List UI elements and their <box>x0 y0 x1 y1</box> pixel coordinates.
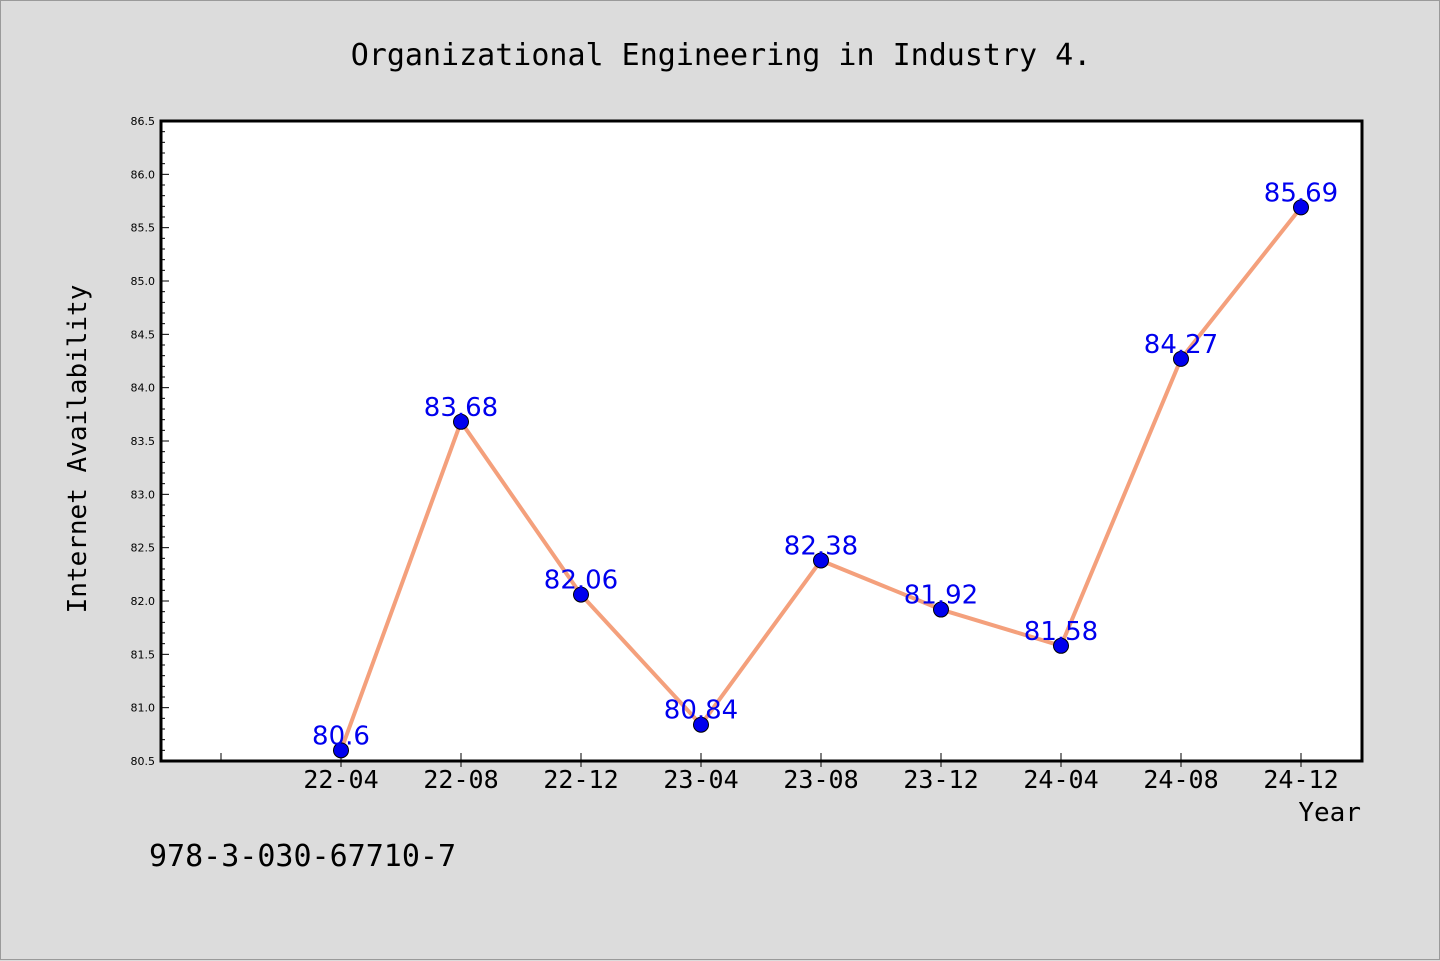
y-tick-label: 84.0 <box>131 382 156 395</box>
y-tick-label: 86.5 <box>131 115 156 128</box>
x-tick-label: 24-08 <box>1143 765 1218 794</box>
y-tick-label: 82.0 <box>131 595 156 608</box>
y-tick-label: 81.0 <box>131 702 156 715</box>
data-point <box>933 601 949 618</box>
data-point <box>1293 199 1309 216</box>
data-label: 81.58 <box>1024 617 1098 647</box>
data-point <box>453 413 469 430</box>
x-tick-label: 23-08 <box>783 765 858 794</box>
y-axis: 80.5 81.0 81.5 82.0 82.5 83.0 83.5 84.0 84.5 85.0… <box>131 115 169 768</box>
data-label: 80.6 <box>312 721 370 751</box>
data-point <box>693 716 709 733</box>
data-label: 85.69 <box>1264 178 1338 208</box>
data-label: 83.68 <box>424 393 498 423</box>
x-axis-label: Year <box>1298 798 1361 828</box>
y-tick-label: 86.0 <box>131 168 156 181</box>
x-tick-label: 24-04 <box>1023 765 1098 794</box>
x-tick-label: 23-12 <box>903 765 978 794</box>
x-axis: 22-04 22-08 22-12 23-04 23-08 23-12 24-04 24-08… <box>220 753 1339 794</box>
x-tick-label: 24-12 <box>1263 765 1338 794</box>
footer-code: 978-3-030-67710-7 <box>149 839 456 874</box>
y-tick-label: 83.0 <box>131 488 156 501</box>
y-tick-label: 85.5 <box>131 222 156 235</box>
y-tick-label: 85.0 <box>131 275 156 288</box>
data-point <box>333 742 349 759</box>
y-axis-label: Internet Availability <box>63 285 93 614</box>
data-point <box>1173 350 1189 367</box>
y-tick-label: 84.5 <box>131 328 156 341</box>
data-label: 84.27 <box>1144 330 1218 360</box>
marker-layer <box>333 199 1309 759</box>
data-point <box>573 586 589 603</box>
data-point <box>813 552 829 569</box>
data-label: 80.84 <box>664 696 738 726</box>
data-label: 82.38 <box>784 531 858 561</box>
data-label: 82.06 <box>544 566 618 596</box>
x-tick-label: 22-04 <box>303 765 378 794</box>
x-tick-label: 23-04 <box>663 765 738 794</box>
x-tick-label: 22-08 <box>423 765 498 794</box>
y-tick-label: 81.5 <box>131 648 156 661</box>
chart-title: Organizational Engineering in Industry 4… <box>351 38 1092 73</box>
plot-area <box>159 119 1364 763</box>
y-tick-label: 80.5 <box>131 755 156 768</box>
data-label-layer: 80.6 83.68 82.06 80.84 82.38 81.92 81.58 84.27 8… <box>312 178 1338 751</box>
x-tick-label: 22-12 <box>543 765 618 794</box>
y-tick-label: 82.5 <box>131 542 156 555</box>
y-tick-label: 83.5 <box>131 435 156 448</box>
data-label: 81.92 <box>904 581 978 611</box>
data-point <box>1053 637 1069 654</box>
